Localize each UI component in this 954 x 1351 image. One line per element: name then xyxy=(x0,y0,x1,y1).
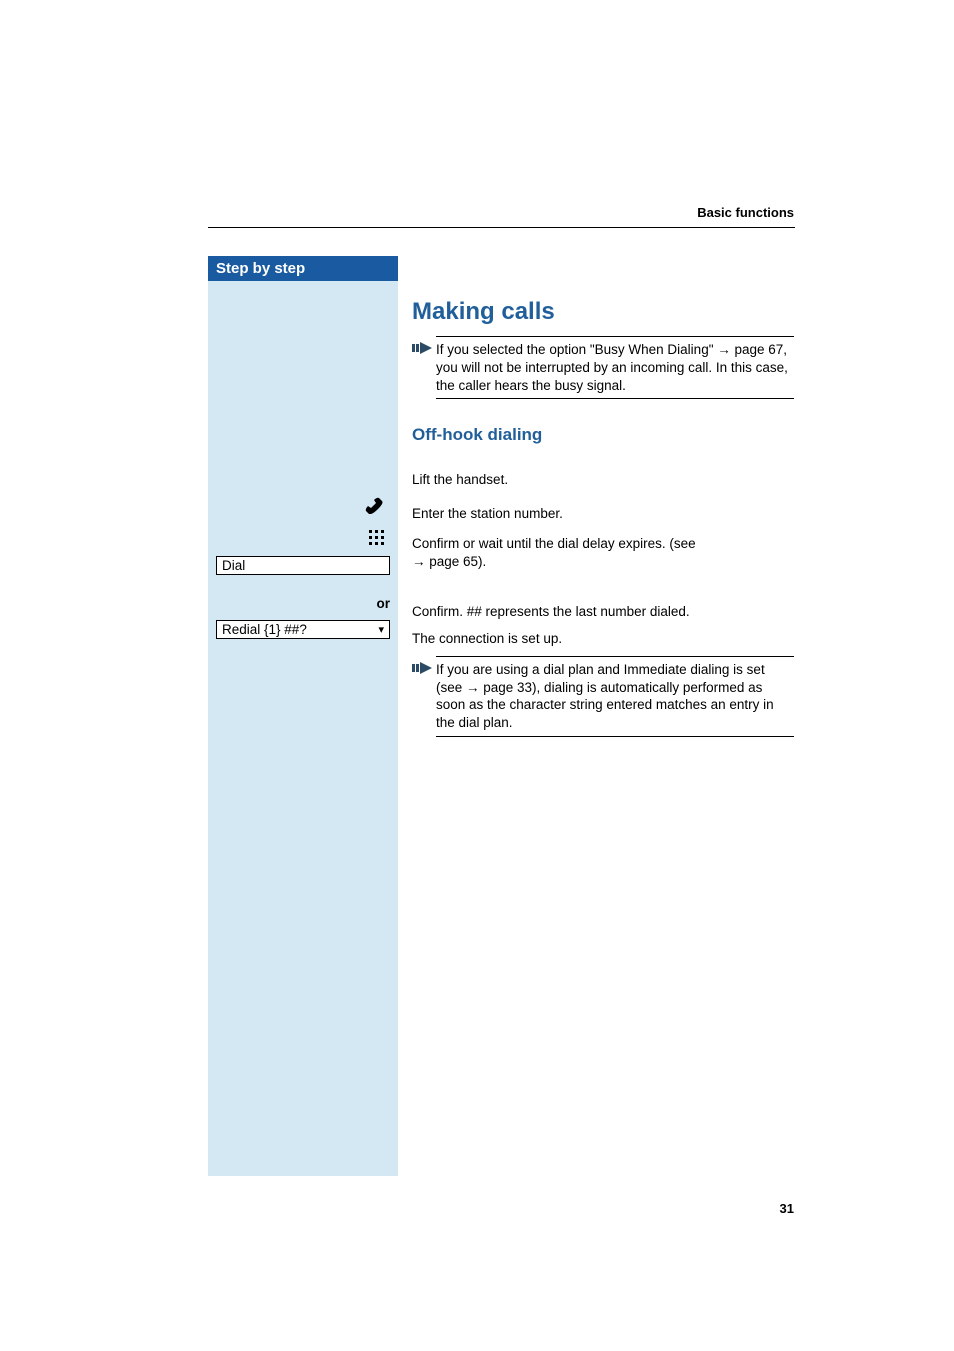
step-redial-box: Redial {1} ##? ▾ xyxy=(216,620,390,639)
note1-text: If you selected the option "Busy When Di… xyxy=(436,341,794,394)
note-icon xyxy=(412,339,434,362)
step-sidebar: Step by step xyxy=(208,256,398,1176)
note2-text: If you are using a dial plan and Immedia… xyxy=(436,661,794,732)
step-dial-box: Dial xyxy=(216,556,390,575)
note-icon xyxy=(412,659,434,682)
dropdown-icon: ▾ xyxy=(378,623,384,636)
content-column: Making calls If you selected the option … xyxy=(412,256,794,737)
heading-making-calls: Making calls xyxy=(412,256,794,336)
note2-bottom-rule xyxy=(436,736,794,737)
line-confirm-b: → page 65). xyxy=(412,553,794,571)
handset-icon xyxy=(208,496,398,519)
keypad-icon xyxy=(208,529,398,552)
line-confirm-a: Confirm or wait until the dial delay exp… xyxy=(412,535,794,553)
heading-offhook: Off-hook dialing xyxy=(412,413,794,453)
sidebar-title: Step by step xyxy=(208,256,398,281)
step-dial-label: Dial xyxy=(222,558,245,573)
line-lift-handset: Lift the handset. xyxy=(412,471,794,489)
note1-bottom-rule xyxy=(436,398,794,399)
line-enter-number: Enter the station number. xyxy=(412,505,794,523)
or-label: or xyxy=(377,596,391,611)
page-number: 31 xyxy=(780,1201,794,1216)
header-section-label: Basic functions xyxy=(697,205,794,220)
header-rule xyxy=(208,227,795,228)
line-connection: The connection is set up. xyxy=(412,630,794,648)
step-redial-label: Redial {1} ##? xyxy=(222,622,307,637)
line-redial-confirm: Confirm. ## represents the last number d… xyxy=(412,603,794,621)
